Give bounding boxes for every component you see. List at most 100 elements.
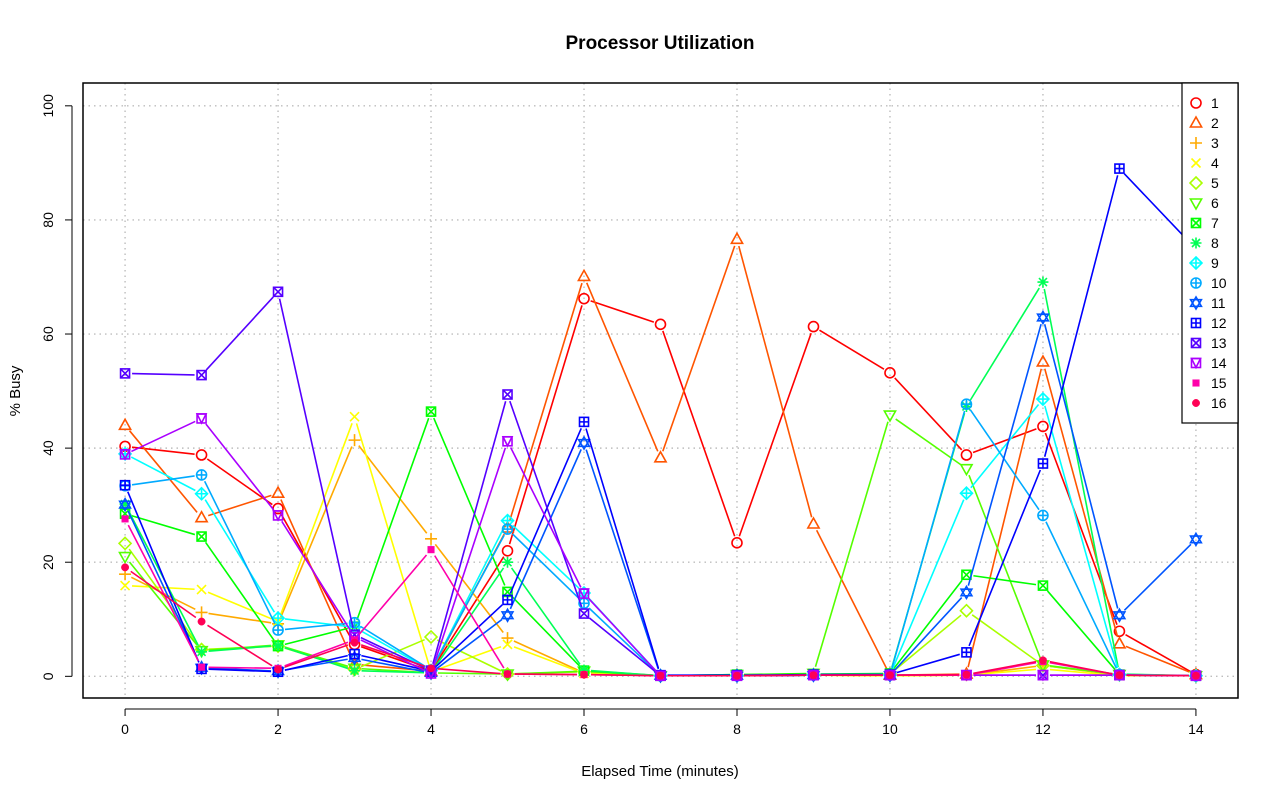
series-8-point-1 xyxy=(196,646,208,658)
series-2-point-12 xyxy=(1035,354,1050,367)
legend-item-14: 14 xyxy=(1190,355,1227,371)
series-2-line xyxy=(128,245,1190,676)
x-tick-label: 6 xyxy=(580,721,588,737)
series-1-point-6 xyxy=(578,292,590,305)
plot-series xyxy=(117,163,1204,684)
legend-label-4: 4 xyxy=(1211,155,1219,171)
series-2-point-1 xyxy=(194,510,209,523)
series-2-point-8 xyxy=(730,231,744,245)
series-8-point-12 xyxy=(1037,276,1049,288)
series-14-point-6 xyxy=(578,588,590,600)
series-16-point-3 xyxy=(350,638,359,647)
legend-marker-12 xyxy=(1190,317,1202,329)
legend-label-7: 7 xyxy=(1211,215,1219,231)
legend-marker-10 xyxy=(1190,277,1202,289)
series-11-point-14 xyxy=(1189,531,1203,547)
legend-label-16: 16 xyxy=(1211,395,1227,411)
series-6-point-0 xyxy=(118,551,133,565)
series-8-point-5 xyxy=(502,556,514,568)
series-4-point-1 xyxy=(196,584,207,595)
legend-marker-11 xyxy=(1189,295,1203,311)
series-1-point-9 xyxy=(807,320,820,333)
series-7-line xyxy=(131,417,1189,677)
series-16-point-2 xyxy=(274,665,282,674)
series-16-point-6 xyxy=(580,670,588,679)
series-10-point-2 xyxy=(272,624,284,636)
series-12-point-11 xyxy=(961,647,972,658)
legend-marker-13 xyxy=(1190,337,1202,349)
series-6-point-11 xyxy=(959,463,974,477)
series-12-point-13 xyxy=(1114,163,1125,174)
series-4-point-5 xyxy=(502,639,513,650)
series-10-point-3 xyxy=(348,616,361,629)
legend-marker-4 xyxy=(1190,157,1202,169)
series-14-line xyxy=(131,420,1189,677)
legend-item-6: 6 xyxy=(1189,195,1219,211)
legend-label-3: 3 xyxy=(1211,135,1219,151)
legend-label-13: 13 xyxy=(1211,335,1227,351)
legend-label-1: 1 xyxy=(1211,95,1219,111)
series-2-point-7 xyxy=(653,450,668,463)
legend-item-15: 15 xyxy=(1192,375,1227,391)
series-11-point-13 xyxy=(1112,607,1127,623)
series-3-point-5 xyxy=(501,632,514,645)
x-tick-label: 2 xyxy=(274,721,282,737)
legend-label-8: 8 xyxy=(1211,235,1219,251)
series-14-point-12 xyxy=(1037,669,1049,682)
series-13-point-5 xyxy=(502,389,513,400)
legend-item-7: 7 xyxy=(1190,215,1219,231)
series-3-point-4 xyxy=(425,532,438,545)
series-10-point-12 xyxy=(1037,509,1049,522)
y-tick-label: 40 xyxy=(40,440,56,456)
series-6-point-10 xyxy=(883,410,897,423)
series-2-point-6 xyxy=(577,268,591,282)
series-13-point-1 xyxy=(196,369,207,381)
series-8-point-3 xyxy=(349,665,361,677)
legend-item-8: 8 xyxy=(1190,235,1219,251)
series-8-point-0 xyxy=(119,498,131,510)
series-16-point-11 xyxy=(962,670,971,679)
legend-label-12: 12 xyxy=(1211,315,1227,331)
legend-label-6: 6 xyxy=(1211,195,1219,211)
series-14-point-5 xyxy=(501,435,514,448)
legend-marker-6 xyxy=(1189,198,1203,211)
y-axis-label: % Busy xyxy=(7,365,24,416)
series-5-point-4 xyxy=(423,629,439,645)
series-12-point-0 xyxy=(119,479,131,491)
legend-marker-16 xyxy=(1192,399,1200,407)
x-tick-label: 14 xyxy=(1188,721,1204,737)
y-tick-label: 0 xyxy=(40,672,56,680)
legend-marker-9 xyxy=(1188,255,1204,271)
series-9-point-11 xyxy=(959,486,974,501)
series-16-point-12 xyxy=(1039,656,1047,665)
series-7 xyxy=(119,406,1202,682)
series-15-point-1 xyxy=(198,663,206,671)
series-5-point-0 xyxy=(117,536,133,551)
legend-marker-8 xyxy=(1190,237,1202,249)
legend-box xyxy=(1181,82,1239,424)
series-16-line xyxy=(130,570,1189,677)
series-16-point-0 xyxy=(121,563,130,572)
series-7-point-4 xyxy=(425,406,437,417)
series-1 xyxy=(119,292,1202,681)
legend-item-10: 10 xyxy=(1190,275,1227,291)
series-16-point-8 xyxy=(733,671,741,680)
legend-label-14: 14 xyxy=(1211,355,1227,371)
series-15 xyxy=(121,515,1200,680)
legend-item-4: 4 xyxy=(1190,155,1219,171)
series-10-point-1 xyxy=(195,469,208,481)
legend-marker-14 xyxy=(1190,357,1202,370)
series-1-point-1 xyxy=(195,449,208,461)
series-16-point-1 xyxy=(197,617,206,626)
legend-marker-2 xyxy=(1189,115,1203,128)
series-1-point-5 xyxy=(501,545,514,557)
series-1-point-11 xyxy=(960,449,973,461)
series-11-point-11 xyxy=(959,584,974,601)
series-12-point-12 xyxy=(1037,458,1049,469)
series-12-point-5 xyxy=(502,594,513,606)
legend-label-9: 9 xyxy=(1211,255,1219,271)
legend-item-11: 11 xyxy=(1189,295,1226,311)
x-tick-label: 8 xyxy=(733,721,741,737)
